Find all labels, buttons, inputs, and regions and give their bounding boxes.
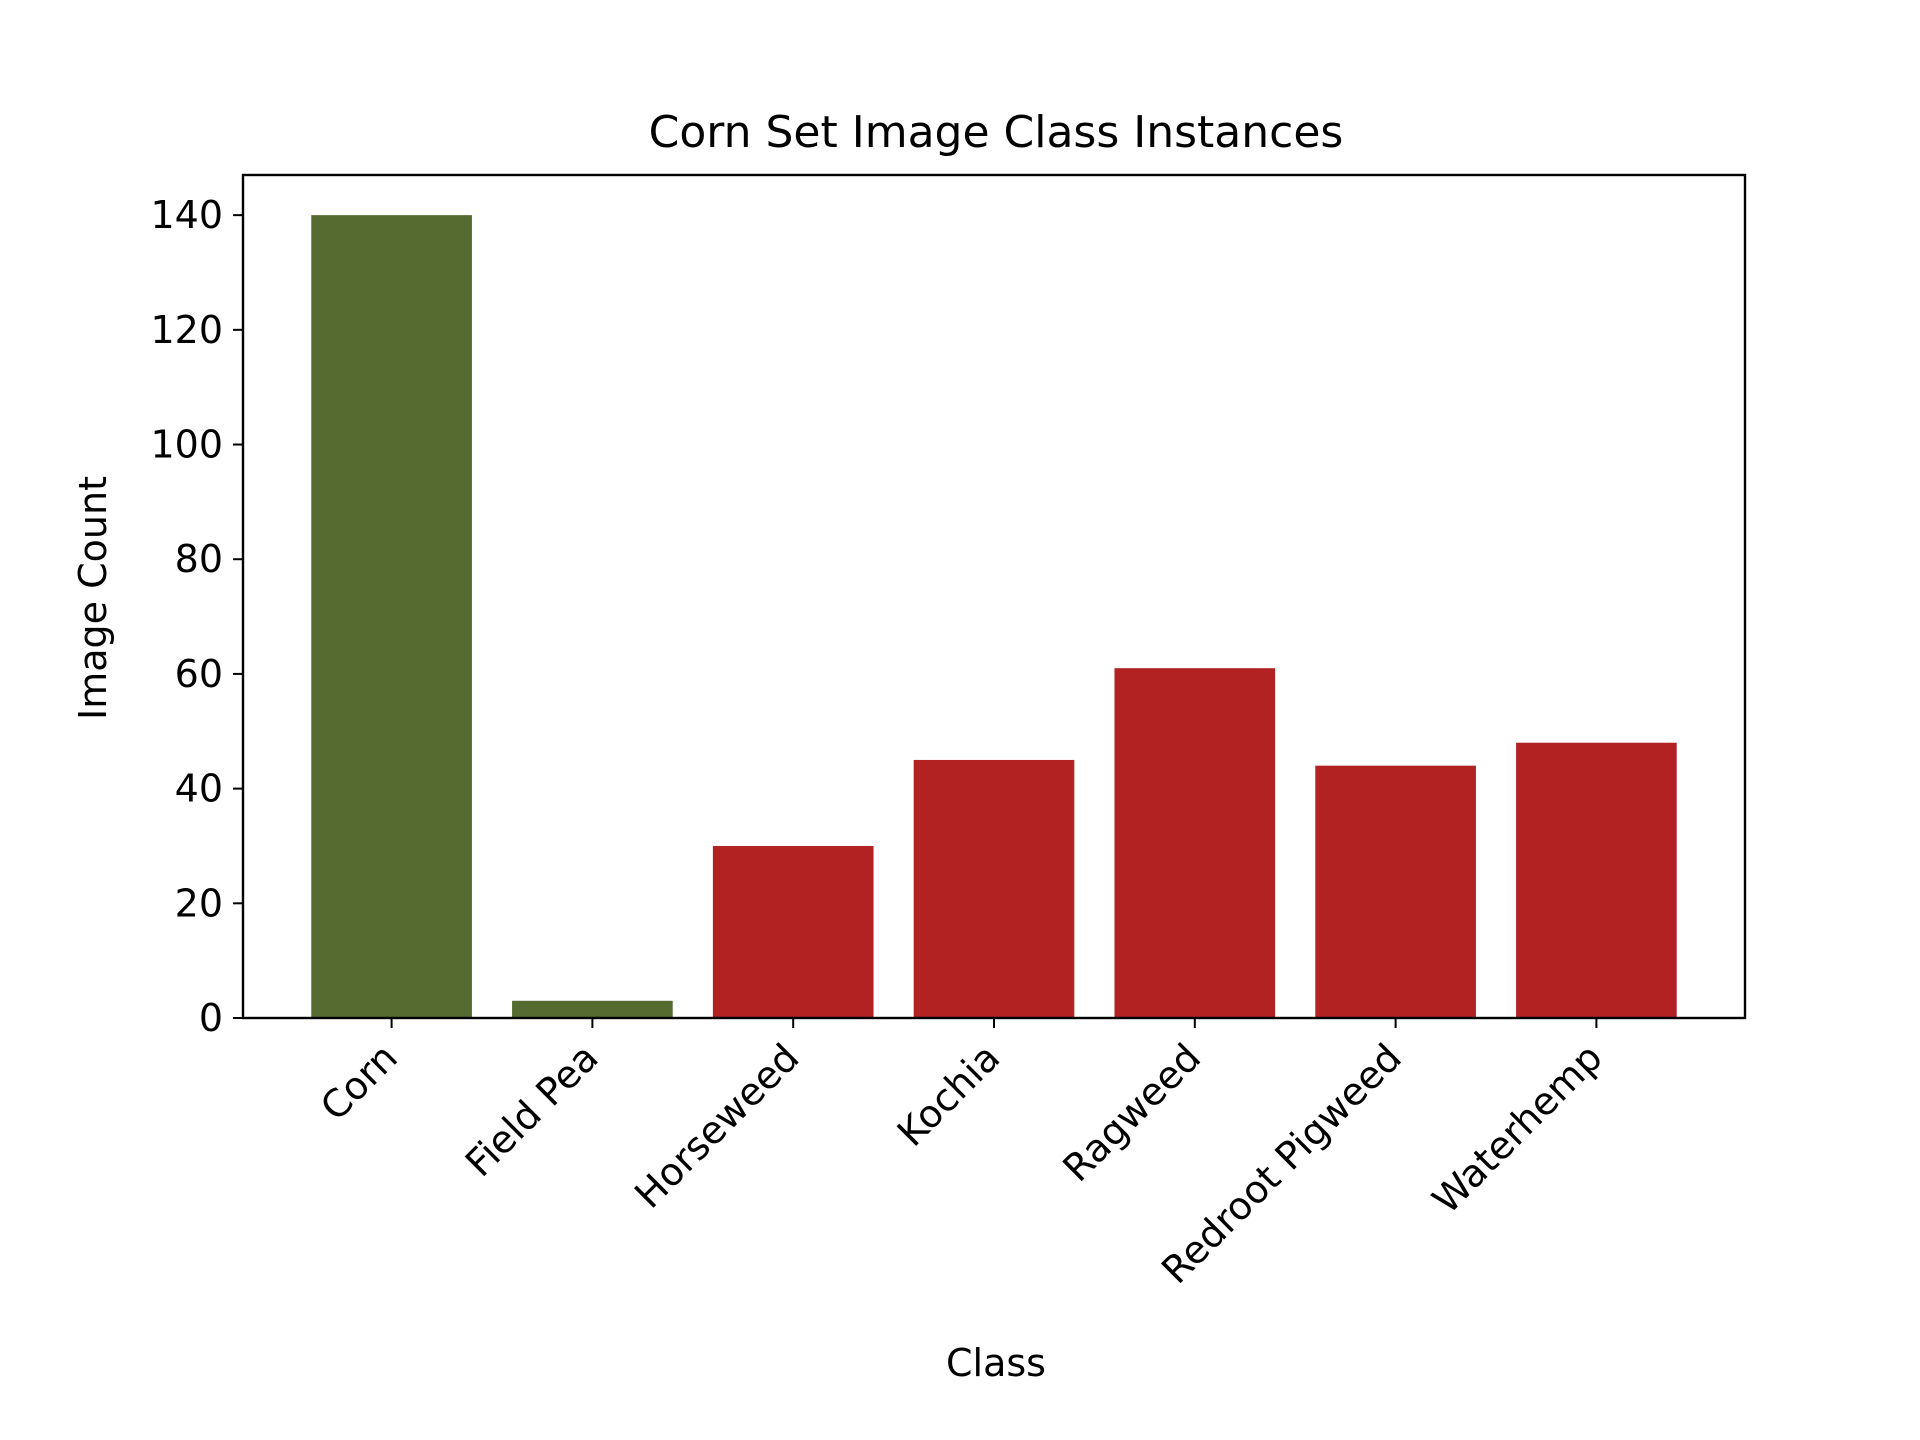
bar-waterhemp [1516,742,1677,1018]
bar-redroot-pigweed [1315,765,1476,1018]
y-tick-label: 60 [175,652,223,696]
bar-corn [311,215,472,1019]
bar-kochia [913,759,1075,1018]
y-axis-label: Image Count [71,476,115,720]
bar-field-pea [512,1000,673,1018]
y-tick-label: 120 [150,308,223,352]
chart-title: Corn Set Image Class Instances [649,107,1344,158]
y-tick-label: 100 [150,423,223,467]
y-tick-label: 20 [175,881,223,925]
y-tick-label: 40 [175,767,223,811]
bar-ragweed [1114,668,1276,1018]
y-tick-label: 0 [199,996,223,1040]
y-axis: 0 20 40 60 80 100 120 140 [150,193,243,1040]
x-axis-label: Class [946,1341,1046,1385]
y-tick-label: 80 [175,537,223,581]
y-tick-label: 140 [150,193,223,237]
bars-group [311,215,1677,1019]
plot-area-frame [241,173,1747,1020]
bar-horseweed [712,845,874,1018]
